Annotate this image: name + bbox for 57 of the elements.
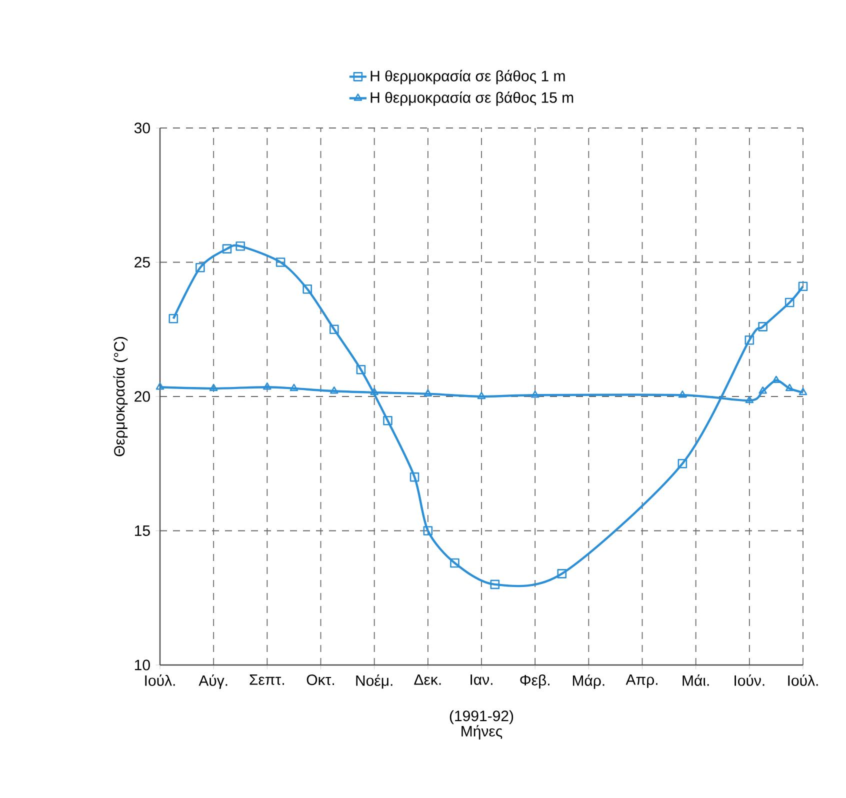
point <box>424 389 432 396</box>
y-tick-label: 15 <box>134 526 150 536</box>
point <box>745 396 754 404</box>
point <box>410 472 420 482</box>
point <box>356 364 366 374</box>
point <box>222 244 232 254</box>
point <box>490 580 500 590</box>
point <box>477 392 486 400</box>
point <box>758 322 768 332</box>
point <box>329 324 339 334</box>
text: (1991-92) <box>450 710 514 724</box>
x-tick-label: Αύγ. <box>198 674 228 689</box>
x-tick-label: Νοέμ. <box>356 674 392 689</box>
x-tick-label: Δεκ. <box>414 674 441 685</box>
x-tick-label: Φεβ. <box>520 674 550 688</box>
x-tick-label: Ιούλ. <box>788 674 818 686</box>
x-tick-label: Ιούλ. <box>145 674 175 686</box>
point <box>798 282 808 292</box>
point <box>276 258 286 267</box>
point <box>678 390 687 398</box>
y-tick-label: 25 <box>134 256 150 268</box>
point <box>785 384 794 392</box>
legend-label: Η θερμοκρασία σε βάθος 1 m <box>370 70 565 84</box>
point <box>302 284 312 294</box>
point <box>156 382 164 390</box>
y-tick-label: 20 <box>134 391 150 402</box>
y-tick-label: 30 <box>134 122 150 134</box>
point <box>557 569 567 578</box>
legend-label: Η θερμοκρασία σε βάθος 15 m <box>370 91 574 106</box>
x-tick-label: Σεπτ. <box>250 674 284 685</box>
point <box>168 314 178 324</box>
x-tick-label: Μάι. <box>682 674 709 686</box>
point <box>383 416 392 426</box>
point <box>744 335 754 345</box>
x-tick-label: Μάρ. <box>572 674 604 689</box>
x-tick-label: Ιούν. <box>734 674 764 686</box>
point <box>330 386 338 394</box>
point <box>530 390 540 398</box>
point <box>450 558 460 568</box>
y-axis-title: Θερμοκρασία (°C) <box>113 337 128 456</box>
y-tick-label: 10 <box>134 660 150 670</box>
point <box>678 458 688 468</box>
point <box>423 526 433 536</box>
point <box>798 388 808 396</box>
point <box>263 382 272 390</box>
x-tick-label: Ιαν. <box>470 674 492 685</box>
point <box>196 262 205 272</box>
x-tick-label: Απρ. <box>626 674 658 688</box>
point <box>290 384 298 392</box>
point <box>209 384 218 392</box>
x-tick-label: Οκτ. <box>306 674 334 686</box>
x-axis-title: Μήνες <box>462 725 502 740</box>
point <box>772 376 780 384</box>
point <box>236 241 246 251</box>
point <box>758 386 767 394</box>
point <box>784 298 794 308</box>
point <box>370 388 378 396</box>
